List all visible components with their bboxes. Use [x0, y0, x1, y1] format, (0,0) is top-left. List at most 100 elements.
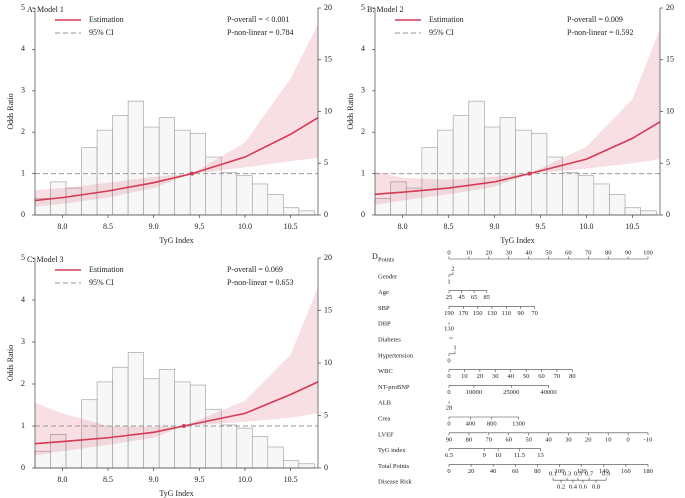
y-tick-label: 1 [21, 168, 25, 177]
row-tick-label: 90 [625, 249, 632, 256]
annotation: P-overall = 0.009 [567, 15, 623, 24]
y-tick-label: 5 [21, 3, 25, 12]
y-tick-label: 2 [361, 127, 365, 136]
row-tick-label: 80 [605, 249, 612, 256]
row-tick-label: 0.2 [557, 484, 565, 491]
y2-tick-label: 5 [324, 410, 328, 419]
row-label: Gender [378, 273, 398, 280]
row-label: Crea [378, 415, 390, 422]
row-tick-label: 0 [626, 436, 629, 443]
row-label: Diabetes [378, 336, 401, 343]
row-tick-label: 0.6 [579, 484, 588, 491]
ci-band [35, 287, 318, 456]
panel-title: B: Model 2 [367, 5, 403, 14]
x-tick-label: 9.5 [194, 475, 204, 484]
histogram-bar [577, 175, 595, 216]
legend-label: 95% CI [429, 28, 454, 37]
y2-tick-label: 20 [324, 253, 332, 262]
row-tick-label: 28 [446, 405, 453, 412]
row-label: SBP [378, 305, 390, 312]
y-tick-label: 0 [21, 210, 25, 219]
row-tick-label: 40000 [540, 389, 556, 396]
row-tick-label: 170 [458, 310, 468, 317]
histogram-bar [298, 463, 315, 469]
row-label: NT-proBNP [378, 384, 410, 391]
row-tick-label: -10 [644, 436, 653, 443]
histogram-bar [220, 172, 238, 216]
y2-tick-label: 20 [324, 3, 332, 12]
y-tick-label: 4 [361, 44, 365, 53]
row-tick-label: 0.7 [585, 471, 594, 478]
row-tick-label: 180 [643, 468, 653, 475]
row-tick-label: 45 [458, 294, 465, 301]
row-tick-label: 13 [537, 452, 544, 459]
annotation: P-overall = 0.069 [227, 265, 283, 274]
legend-label: Estimation [89, 15, 124, 24]
histogram-bar [220, 424, 238, 469]
histogram-bar [499, 117, 516, 216]
histogram-bar [468, 100, 485, 216]
annotation: P-overall = < 0.001 [227, 15, 289, 24]
histogram-bar [96, 129, 113, 216]
row-tick-label: 50 [523, 373, 530, 380]
panel-title: A: Model 1 [27, 5, 64, 14]
estimation-line [34, 381, 319, 445]
histogram-bar [283, 460, 300, 469]
row-tick-label: 100 [555, 468, 565, 475]
row-tick-label: 11.5 [514, 452, 525, 459]
histogram-bar [609, 194, 626, 216]
row-tick-label: 140 [599, 468, 609, 475]
row-tick-label: 20 [468, 468, 475, 475]
histogram-bar [251, 436, 269, 469]
histogram-bar [236, 175, 253, 216]
row-tick-label: 80 [534, 468, 541, 475]
ci-band [375, 28, 660, 205]
row-label: DBP [378, 321, 391, 328]
row-label: WBC [378, 368, 393, 375]
row-tick-label: 10 [495, 452, 502, 459]
row-tick-label: 25 [446, 294, 453, 301]
histogram-bar [143, 126, 160, 216]
row-tick-label: 60 [512, 468, 519, 475]
row-tick-label: 80 [466, 436, 473, 443]
x-tick-label: 10.5 [284, 475, 298, 484]
histogram-bar [267, 446, 284, 469]
row-label: LVEF [378, 431, 394, 438]
histogram-bar [236, 427, 253, 469]
histogram-bar [189, 384, 207, 469]
row-tick-label: 10 [461, 373, 468, 380]
x-tick-label: 8.5 [103, 475, 113, 484]
row-tick-label: 130 [444, 326, 454, 333]
row-tick-label: 0.3 [563, 471, 571, 478]
legend-label: Estimation [429, 15, 464, 24]
histogram-bar [452, 115, 470, 216]
row-tick-label: 0.5 [574, 471, 582, 478]
row-tick-label: 60 [505, 436, 512, 443]
y-tick-label: 2 [21, 379, 25, 388]
legend-label: 95% CI [89, 278, 114, 287]
x-tick-label: 9.0 [149, 475, 159, 484]
row-tick-label: 6.5 [445, 452, 453, 459]
x-tick-label: 10.5 [284, 222, 298, 231]
panel-title: D [372, 252, 378, 261]
row-tick-label: 190 [444, 310, 454, 317]
x-tick-label: 9.0 [149, 222, 159, 231]
ci-band [35, 24, 318, 207]
row-tick-label: 2 [451, 265, 454, 272]
panel-title: C: Model 3 [27, 255, 63, 264]
row-label: ALB [378, 400, 392, 407]
y-tick-label: 0 [21, 463, 25, 472]
histogram-bar [174, 129, 191, 216]
y-axis-label: Odds Ratio [346, 93, 355, 129]
row-tick-label: 160 [621, 468, 631, 475]
row-tick-label: 800 [487, 420, 497, 427]
reference-point [190, 171, 195, 176]
histogram-bar [640, 210, 657, 216]
row-tick-label: 9 [483, 452, 486, 459]
row-tick-label: 130 [487, 310, 497, 317]
row-tick-label: 10000 [466, 389, 482, 396]
row-tick-label: 30 [565, 436, 572, 443]
row-tick-label: 20 [477, 373, 484, 380]
row-label: Points [378, 256, 395, 263]
x-tick-label: 8.5 [444, 222, 454, 231]
